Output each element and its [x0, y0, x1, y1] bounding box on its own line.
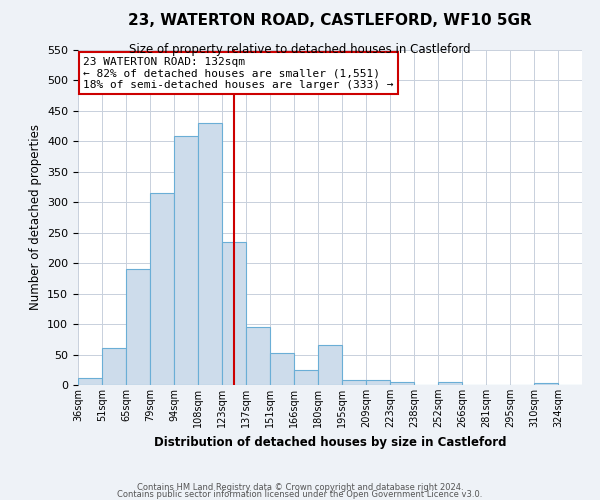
Bar [342, 380, 366, 385]
Bar [294, 370, 318, 385]
Bar [78, 378, 102, 385]
Bar [534, 383, 558, 385]
Text: 23 WATERTON ROAD: 132sqm
← 82% of detached houses are smaller (1,551)
18% of sem: 23 WATERTON ROAD: 132sqm ← 82% of detach… [83, 56, 394, 90]
Bar [366, 380, 390, 385]
Bar [102, 348, 126, 385]
Bar [438, 382, 462, 385]
Text: Contains HM Land Registry data © Crown copyright and database right 2024.: Contains HM Land Registry data © Crown c… [137, 484, 463, 492]
Bar [150, 193, 174, 385]
Text: Contains public sector information licensed under the Open Government Licence v3: Contains public sector information licen… [118, 490, 482, 499]
Bar [318, 346, 342, 385]
Bar [222, 242, 246, 385]
Y-axis label: Number of detached properties: Number of detached properties [29, 124, 41, 310]
Title: 23, WATERTON ROAD, CASTLEFORD, WF10 5GR: 23, WATERTON ROAD, CASTLEFORD, WF10 5GR [128, 13, 532, 28]
Bar [198, 123, 222, 385]
Bar [126, 270, 150, 385]
Bar [270, 352, 294, 385]
Bar [390, 382, 414, 385]
Bar [174, 136, 198, 385]
X-axis label: Distribution of detached houses by size in Castleford: Distribution of detached houses by size … [154, 436, 506, 448]
Bar [246, 327, 270, 385]
Text: Size of property relative to detached houses in Castleford: Size of property relative to detached ho… [129, 42, 471, 56]
